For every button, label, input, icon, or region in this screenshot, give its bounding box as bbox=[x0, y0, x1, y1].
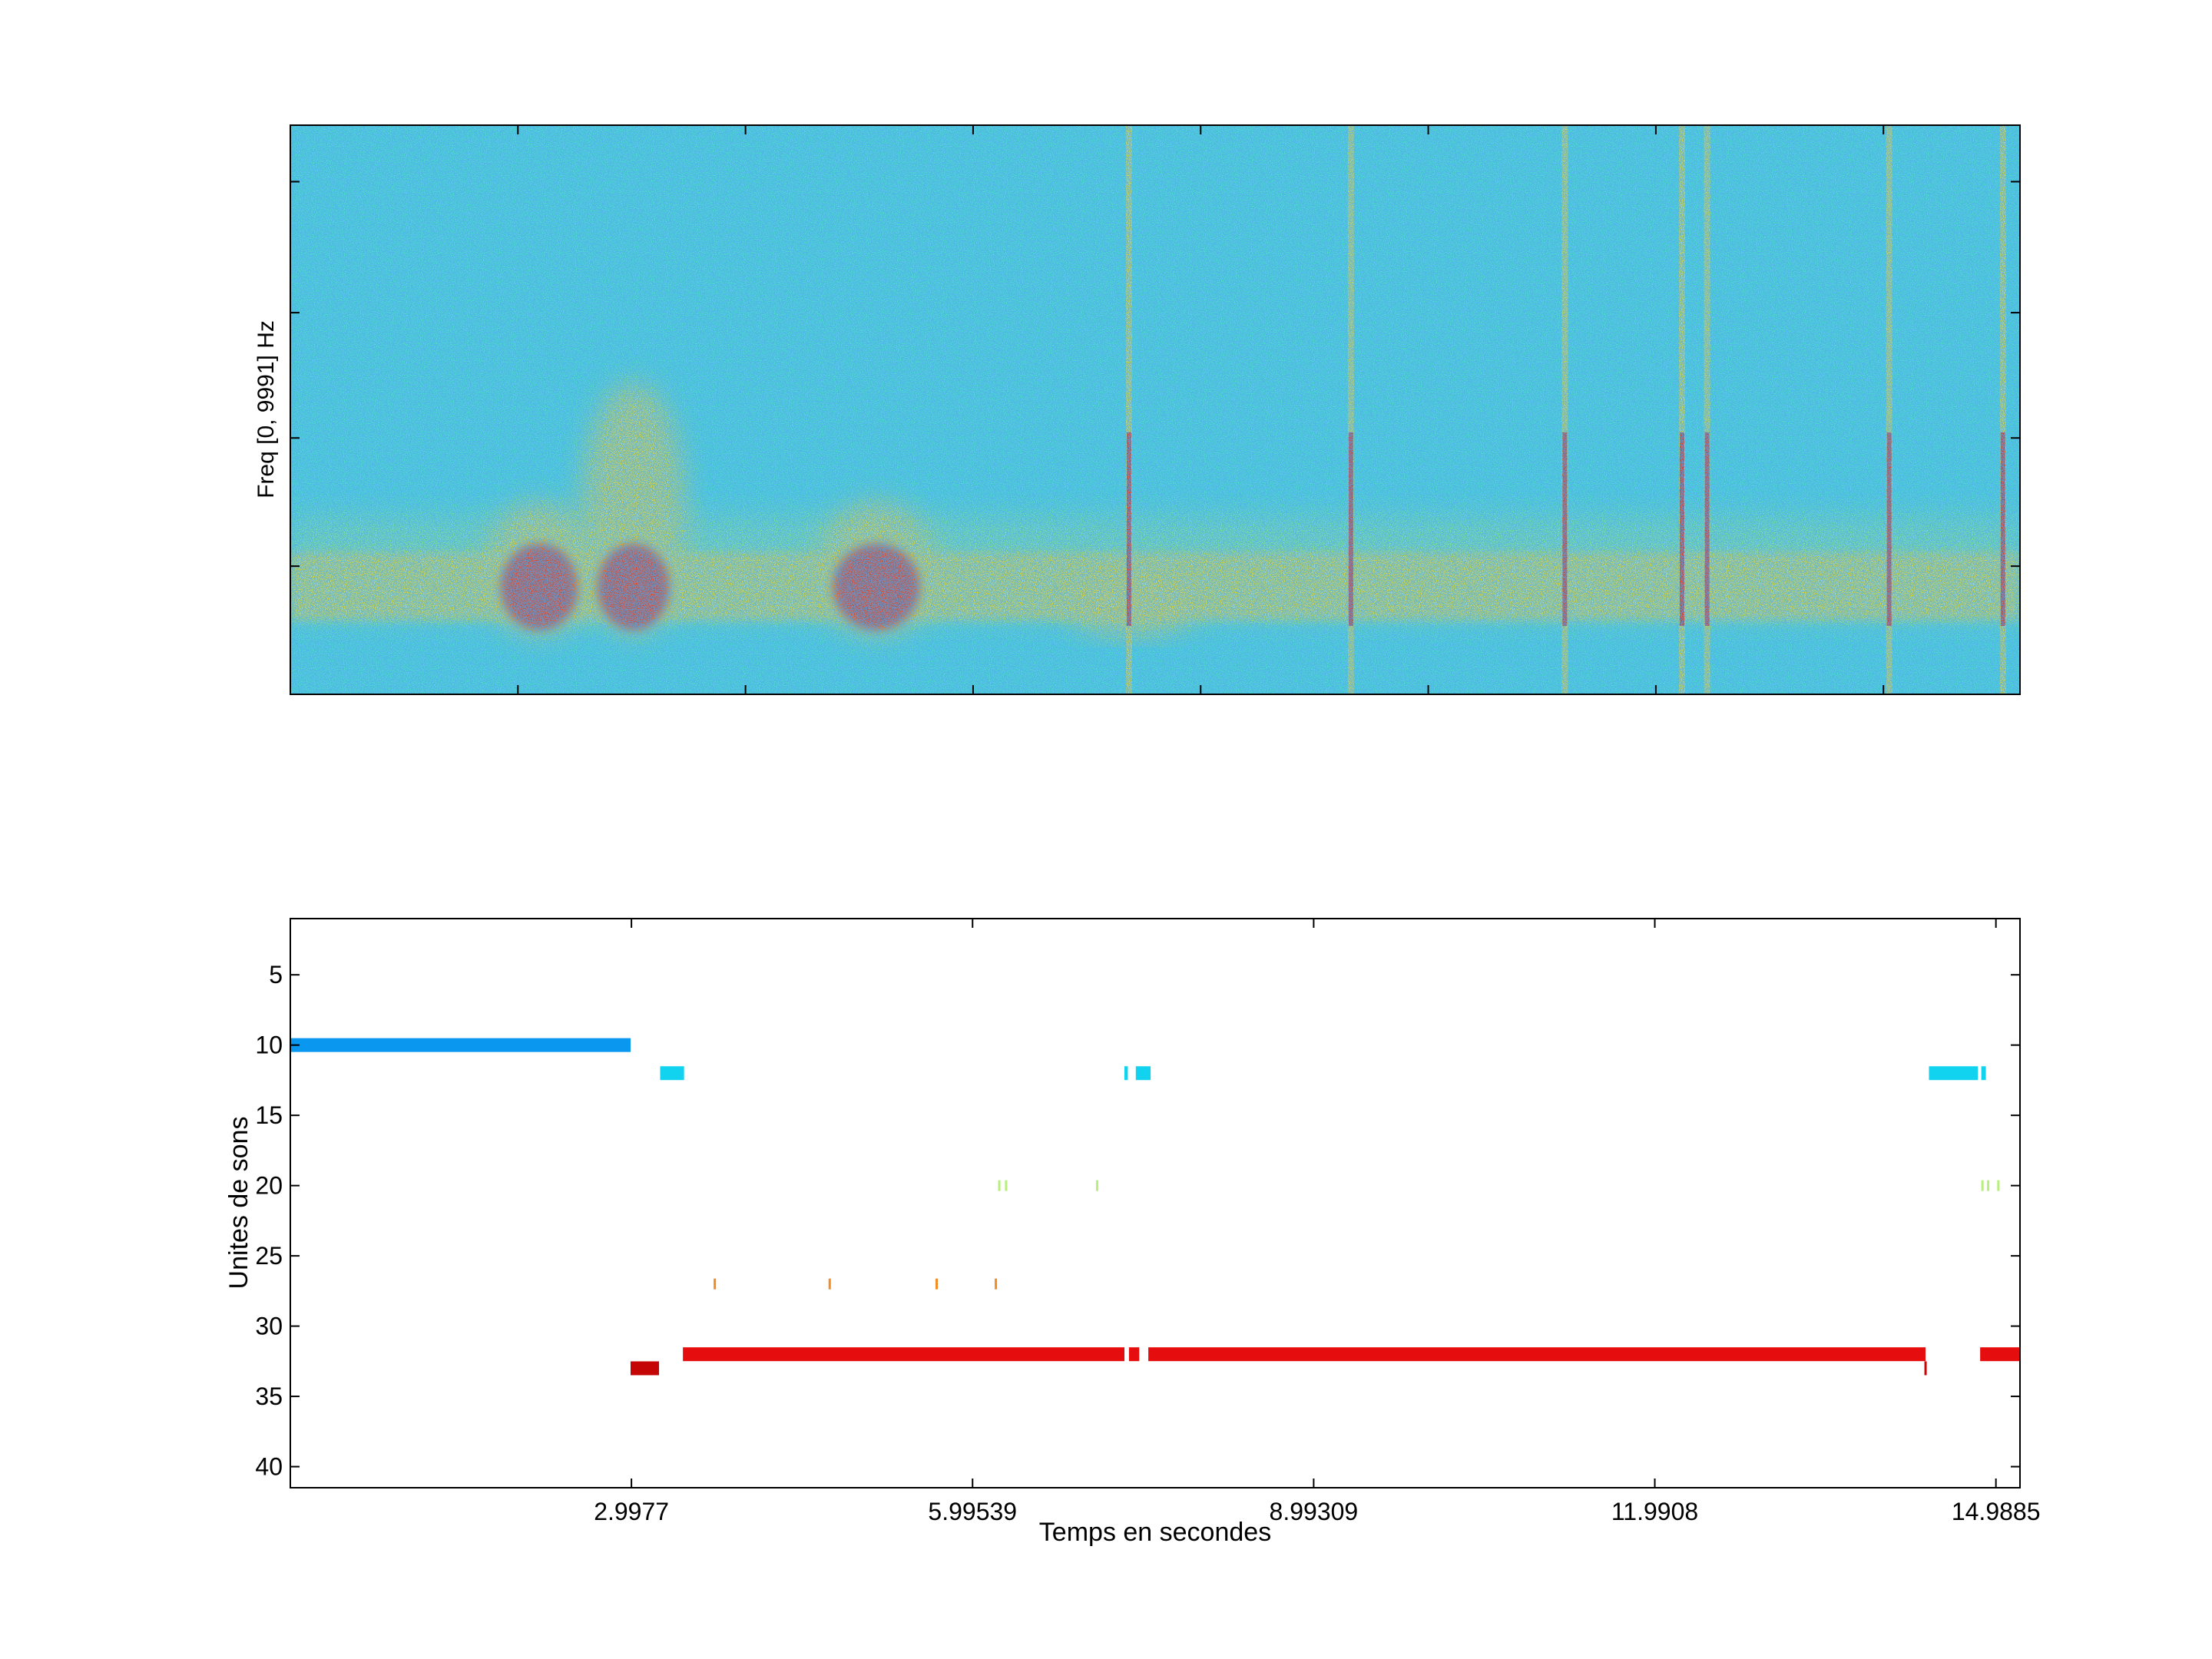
units-frame bbox=[290, 918, 2021, 1488]
spectrogram-ticks bbox=[290, 125, 2020, 694]
units-ytick-label-2: 15 bbox=[255, 1101, 283, 1129]
units-xtick-label-3: 11.9908 bbox=[1611, 1498, 1698, 1525]
units-axes: 2.9977 5.99539 8.99309 11.9908 14.9885 5 10 15 2… bbox=[224, 918, 2041, 1547]
unit-12-segment-1 bbox=[1124, 1066, 1128, 1081]
unit-32-segment-0 bbox=[683, 1347, 1124, 1362]
units-xtick-label-2: 8.99309 bbox=[1270, 1498, 1359, 1525]
spectrogram-ylabel: Freq [0, 9991] Hz bbox=[253, 320, 279, 498]
units-ytick-label-1: 10 bbox=[255, 1031, 283, 1059]
unit-27-segment-3 bbox=[995, 1278, 998, 1290]
units-ticks: 2.9977 5.99539 8.99309 11.9908 14.9885 5 10 15 2… bbox=[255, 919, 2041, 1525]
spectrogram-noise bbox=[290, 125, 2020, 694]
unit-12-segment-2 bbox=[1135, 1066, 1151, 1081]
units-ytick-label-5: 30 bbox=[255, 1313, 283, 1340]
unit-32-segment-3 bbox=[1980, 1347, 2020, 1362]
units-ytick-label-7: 40 bbox=[255, 1453, 283, 1481]
unit-12-segment-3 bbox=[1929, 1066, 1979, 1081]
unit-27-segment-2 bbox=[935, 1278, 939, 1290]
unit-20-segment-0 bbox=[998, 1180, 1001, 1191]
units-xtick-label-1: 5.99539 bbox=[928, 1498, 1017, 1525]
units-plot-area bbox=[290, 1038, 2020, 1376]
unit-20-segment-4 bbox=[1987, 1180, 1990, 1191]
units-xtick-label-0: 2.9977 bbox=[594, 1498, 669, 1525]
units-xlabel: Temps en secondes bbox=[1039, 1518, 1271, 1547]
spectrogram-axes: Freq [0, 9991] Hz bbox=[253, 124, 2021, 695]
units-ytick-label-6: 35 bbox=[255, 1382, 283, 1410]
units-xtick-label-4: 14.9885 bbox=[1952, 1498, 2041, 1525]
unit-27-segment-0 bbox=[714, 1278, 717, 1290]
units-ytick-label-0: 5 bbox=[269, 961, 283, 988]
unit-27-segment-1 bbox=[828, 1278, 831, 1290]
unit-20-segment-1 bbox=[1005, 1180, 1008, 1191]
unit-12-segment-4 bbox=[1981, 1066, 1986, 1081]
unit-33-segment-0 bbox=[630, 1361, 660, 1376]
unit-20-segment-3 bbox=[1981, 1180, 1984, 1191]
units-ytick-label-3: 20 bbox=[255, 1172, 283, 1200]
unit-32-segment-1 bbox=[1128, 1347, 1140, 1362]
spectrogram-frame bbox=[290, 124, 2021, 695]
units-ylabel: Unites de sons bbox=[224, 1117, 253, 1290]
unit-10-segment-0 bbox=[290, 1038, 631, 1052]
spectrogram-image bbox=[290, 125, 2020, 694]
unit-20-segment-5 bbox=[1997, 1180, 2000, 1191]
unit-33-segment-1 bbox=[1924, 1361, 1927, 1376]
unit-12-segment-0 bbox=[660, 1066, 684, 1081]
unit-20-segment-2 bbox=[1095, 1180, 1098, 1191]
units-ytick-label-4: 25 bbox=[255, 1242, 283, 1270]
unit-32-segment-2 bbox=[1148, 1347, 1926, 1362]
